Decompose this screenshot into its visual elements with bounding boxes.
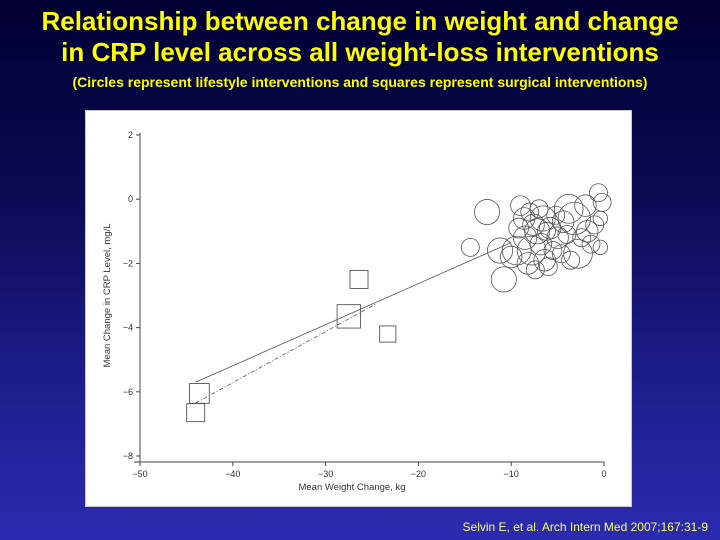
lifestyle-circle-marker [529, 205, 556, 232]
x-tick-label: 0 [601, 469, 606, 479]
slide-title-line1: Relationship between change in weight an… [41, 6, 679, 36]
surgical-square-marker [379, 325, 397, 343]
x-axis-label: Mean Weight Change, kg [298, 482, 405, 493]
citation: Selvin E, et al. Arch Intern Med 2007;16… [462, 520, 708, 534]
scatter-plot-panel: 2 0 −2 −4 −6 −8 −50 −40 −30 −20 −10 0 Mean Weight C… [85, 110, 632, 507]
surgical-square-marker [336, 304, 361, 329]
lifestyle-circle-marker [490, 266, 517, 293]
lifestyle-circle-marker [589, 183, 608, 203]
x-tick-label: −10 [504, 469, 519, 479]
lifestyle-circle-marker [572, 228, 592, 248]
lifestyle-circle-marker [546, 205, 566, 225]
y-axis-label: Mean Change in CRP Level, mg/L [102, 224, 113, 368]
lifestyle-circle-marker [546, 226, 569, 249]
lifestyle-circle-marker [551, 244, 571, 264]
lifestyle-circle-marker [513, 225, 538, 250]
chart-axes: 2 0 −2 −4 −6 −8 −50 −40 −30 −20 −10 0 [123, 130, 607, 479]
fit-line-dashed [195, 303, 377, 404]
y-tick-label: 2 [128, 130, 133, 140]
fit-line-solid [195, 242, 512, 383]
data-markers [186, 183, 612, 423]
lifestyle-circle-marker [563, 238, 593, 269]
lifestyle-circle-marker [574, 194, 597, 217]
y-tick-label: −8 [123, 451, 133, 461]
y-tick-label: 0 [128, 194, 133, 204]
lifestyle-circle-marker [551, 210, 575, 233]
surgical-square-marker [186, 403, 206, 423]
lifestyle-circle-marker [524, 218, 551, 245]
lifestyle-circle-marker [512, 207, 536, 230]
x-tick-label: −50 [132, 469, 147, 479]
y-tick-label: −6 [123, 387, 133, 397]
fit-lines [195, 242, 512, 404]
lifestyle-circle-marker [501, 235, 532, 266]
lifestyle-circle-marker [529, 199, 549, 219]
lifestyle-circle-marker [592, 239, 608, 255]
lifestyle-circle-marker [516, 235, 547, 266]
lifestyle-circle-marker [561, 250, 580, 270]
lifestyle-circle-marker [538, 257, 558, 277]
slide-title: Relationship between change in weight an… [0, 6, 720, 68]
lifestyle-circle-marker [592, 210, 608, 227]
y-tick-label: −4 [123, 323, 133, 333]
lifestyle-circle-marker [474, 199, 501, 226]
x-tick-label: −40 [225, 469, 240, 479]
lifestyle-circle-marker [460, 237, 480, 257]
lifestyle-circle-marker [557, 201, 591, 236]
lifestyle-circle-marker [581, 234, 601, 254]
surgical-square-marker [349, 269, 369, 289]
x-tick-label: −30 [318, 469, 333, 479]
lifestyle-circle-marker [537, 221, 556, 241]
surgical-square-marker [189, 383, 210, 404]
x-tick-label: −20 [411, 469, 426, 479]
lifestyle-circle-marker [543, 241, 563, 260]
lifestyle-circle-marker [553, 194, 584, 224]
slide-title-line2: in CRP level across all weight-loss inte… [61, 37, 659, 67]
slide-subtitle: (Circles represent lifestyle interventio… [72, 74, 648, 90]
scatter-chart: 2 0 −2 −4 −6 −8 −50 −40 −30 −20 −10 0 Mean Weight C… [102, 130, 612, 493]
lifestyle-circle-marker [525, 260, 545, 280]
lifestyle-circle-marker [585, 215, 605, 235]
y-tick-label: −2 [123, 258, 133, 268]
lifestyle-circle-marker [500, 245, 523, 269]
lifestyle-circle-marker [522, 213, 545, 237]
lifestyle-circle-marker [576, 220, 599, 243]
lifestyle-circle-marker [487, 237, 514, 264]
